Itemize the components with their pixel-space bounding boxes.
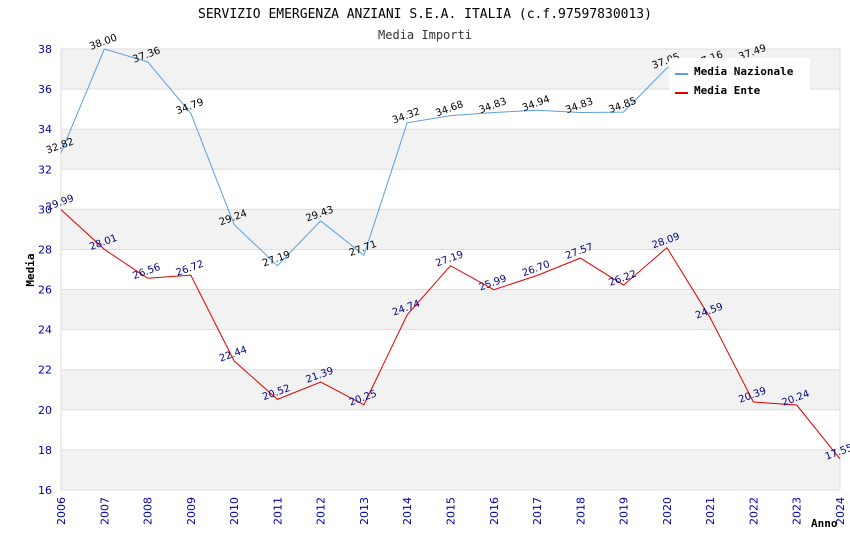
data-label: 34.85 [607,96,638,116]
x-tick-label: 2009 [185,497,198,525]
x-tick-label: 2016 [488,497,501,525]
series-line [60,48,754,267]
x-axis-label: Anno [811,517,838,530]
x-tick-label: 2015 [445,497,458,525]
legend: Media Nazionale Media Ente [669,58,810,100]
chart-title: SERVIZIO EMERGENZA ANZIANI S.E.A. ITALIA… [198,7,652,22]
data-label: 22.44 [218,344,249,364]
data-label: 34.83 [564,96,595,116]
y-tick-label: 28 [38,243,52,256]
legend-entry: Media Nazionale [694,65,794,78]
chart-subtitle: Media Importi [378,28,472,42]
x-tick-labels: 2006 2007 2008 2009 2010 2011 2012 2013 2014 2015… [55,497,847,525]
y-tick-label: 26 [38,284,52,297]
y-tick-label: 30 [38,203,52,216]
series-lines [60,48,841,460]
data-label: 26.22 [607,269,638,289]
grid-band [61,209,840,250]
legend-box [669,58,810,100]
x-tick-label: 2007 [98,497,111,525]
grid-band [61,289,840,330]
y-tick-label: 32 [38,163,52,176]
y-tick-label: 36 [38,83,52,96]
x-tick-label: 2023 [791,497,804,525]
y-tick-label: 18 [38,444,52,457]
x-tick-label: 2017 [531,497,544,525]
y-axis-label: Media [24,253,37,286]
x-tick-label: 2012 [315,497,328,525]
y-tick-label: 24 [38,324,52,337]
y-tick-label: 34 [38,123,52,136]
x-tick-label: 2018 [574,497,587,525]
y-tick-label: 20 [38,404,52,417]
y-tick-labels: 16 18 20 22 24 26 28 30 32 34 36 38 [38,43,52,497]
data-label: 27.19 [261,249,292,269]
y-tick-label: 22 [38,364,52,377]
grid-band [61,369,840,410]
x-tick-label: 2019 [618,497,631,525]
x-tick-label: 2008 [142,497,155,525]
x-tick-label: 2022 [747,497,760,525]
x-tick-label: 2010 [228,497,241,525]
x-tick-label: 2013 [358,497,371,525]
data-label: 26.56 [131,262,162,282]
x-tick-label: 2024 [834,497,847,525]
x-tick-label: 2011 [271,497,284,525]
legend-entry: Media Ente [694,84,761,97]
x-tick-label: 2014 [401,497,414,525]
series-line [60,209,841,460]
x-tick-label: 2020 [661,497,674,525]
data-label: 34.32 [391,106,422,126]
grid-band [61,449,840,490]
y-tick-label: 16 [38,484,52,497]
data-label: 34.83 [478,96,509,116]
y-tick-label: 38 [38,43,52,56]
grid-band [61,129,840,170]
data-label: 26.72 [175,259,206,279]
x-tick-label: 2006 [55,497,68,525]
x-tick-label: 2021 [704,497,717,525]
